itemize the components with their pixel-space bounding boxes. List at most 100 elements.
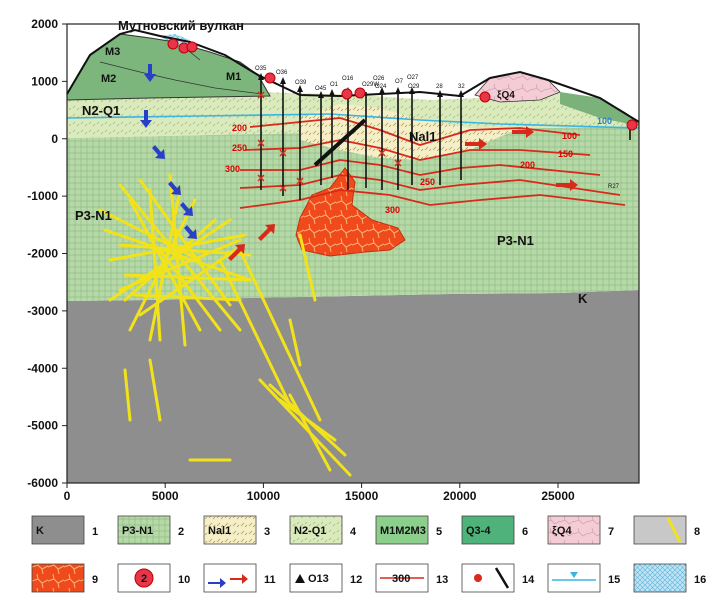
legend-swatch-text: Q3-4	[466, 525, 491, 537]
unit-m1: M1	[226, 71, 241, 83]
cold-arrow-icon	[208, 578, 226, 588]
q34-layer	[560, 92, 639, 126]
unit-n2q1: N2-Q1	[82, 103, 120, 118]
well-label: 32	[458, 84, 465, 90]
legend-swatch	[375, 515, 429, 545]
y-tick-label: 0	[51, 132, 58, 146]
well-label: O29	[408, 84, 420, 90]
legend-number: 1	[92, 526, 98, 538]
legend-number: 7	[608, 526, 614, 538]
y-tick-label: 2000	[31, 17, 58, 31]
legend-swatch	[289, 515, 343, 545]
legend-item: O13 12	[289, 563, 362, 593]
well-label: O27	[407, 75, 419, 81]
legend-item: 14	[461, 563, 535, 593]
well-label: O26	[373, 76, 385, 82]
x-axis: 0 5000 10000 15000 20000 25000	[64, 483, 575, 503]
groundwater-line	[66, 113, 640, 129]
unit-m3: M3	[105, 46, 120, 58]
intrusion-body	[295, 167, 406, 257]
thermal-springs	[167, 38, 638, 131]
well-label: O35	[255, 66, 267, 72]
legend-swatch-text: K	[36, 525, 44, 537]
legend-item: M1M2M3 5	[375, 515, 442, 545]
well-label-r27: R27	[608, 184, 620, 190]
y-tick-label: -2000	[27, 247, 58, 261]
isotherm-label-300-left: 300	[225, 164, 240, 174]
well-label: O16	[342, 76, 354, 82]
unit-p3n1-right: P3-N1	[497, 233, 534, 248]
well-label: O7	[395, 79, 404, 85]
legend-item: 16	[633, 563, 706, 593]
isotherm-label-300-right: 300	[385, 205, 400, 215]
x-tick-label: 5000	[152, 489, 179, 503]
well-label: 28	[436, 84, 443, 90]
legend-swatch	[633, 563, 687, 593]
flow-arrows-hot	[228, 126, 578, 261]
legend-number: 9	[92, 574, 98, 586]
basement-layer	[67, 290, 639, 483]
fault-line	[313, 118, 367, 167]
legend-number: 8	[694, 526, 700, 538]
well-label: O45	[315, 86, 327, 92]
unit-k: K	[578, 291, 588, 306]
y-tick-label: -4000	[27, 361, 58, 375]
hot-arrow-icon	[230, 574, 248, 584]
isotherms	[239, 117, 626, 209]
x-tick-label: 0	[64, 489, 71, 503]
well-triangle-icon	[295, 574, 305, 583]
dike-swarm	[98, 173, 352, 477]
legend-swatch	[633, 515, 687, 545]
legend-item: 9	[31, 563, 98, 593]
legend-number: 5	[436, 526, 442, 538]
unit-p3n1-left: P3-N1	[75, 208, 112, 223]
feed-zone-icon	[474, 574, 482, 582]
spring-symbol	[134, 568, 154, 588]
legend-swatch	[203, 515, 257, 545]
x-tick-label: 25000	[541, 489, 575, 503]
legend-number: 4	[350, 526, 357, 538]
y-tick-label: -5000	[27, 419, 58, 433]
dike-symbol	[666, 517, 682, 543]
well-label: O29W	[362, 82, 379, 88]
well-label: O36	[276, 70, 288, 76]
legend-swatch-text: Nal1	[208, 525, 231, 537]
isotherm-label-200-left: 200	[232, 123, 247, 133]
legend-swatch-text: N2-Q1	[294, 525, 326, 537]
x-tick-label: 15000	[345, 489, 379, 503]
x-tick-label: 10000	[247, 489, 281, 503]
legend-number: 12	[350, 574, 362, 586]
well-markers	[258, 73, 464, 98]
x-tick-label: 20000	[443, 489, 477, 503]
isotherm-label-250-right: 250	[420, 177, 435, 187]
legend-swatch	[547, 515, 601, 545]
legend-number: 11	[264, 574, 276, 586]
well-label: O24	[375, 84, 387, 90]
well-label: O1	[330, 82, 339, 88]
legend-item: Q3-4 6	[461, 515, 528, 545]
legend-swatch-text: O13	[308, 573, 329, 585]
legend-item: ξQ4 7	[547, 515, 614, 545]
legend-swatch	[461, 563, 515, 593]
legend-swatch	[461, 515, 515, 545]
legend-swatch	[117, 515, 171, 545]
water-level-icon	[570, 572, 578, 578]
legend-number: 13	[436, 574, 448, 586]
well-labels: O35 O36 O39 O45 O1 O16 O26 O29W O24 O7 O…	[255, 66, 620, 190]
legend-swatch-text: 2	[141, 573, 147, 585]
feed-zones	[257, 91, 402, 192]
legend-number: 3	[264, 526, 270, 538]
unit-q4: ξQ4	[497, 90, 515, 101]
legend-number: 2	[178, 526, 184, 538]
legend-swatch-text: M1M2M3	[380, 525, 426, 537]
isotherm-label-150-right: 150	[558, 149, 573, 159]
legend-swatch-text: ξQ4	[552, 525, 572, 537]
legend-item: Nal1 3	[203, 515, 270, 545]
legend-swatch	[31, 515, 85, 545]
legend-number: 16	[694, 574, 706, 586]
y-tick-label: -3000	[27, 304, 58, 318]
isotherm-label-100-top: 100	[597, 116, 612, 126]
fault-symbol	[494, 567, 510, 589]
legend-item: 8	[633, 515, 700, 545]
